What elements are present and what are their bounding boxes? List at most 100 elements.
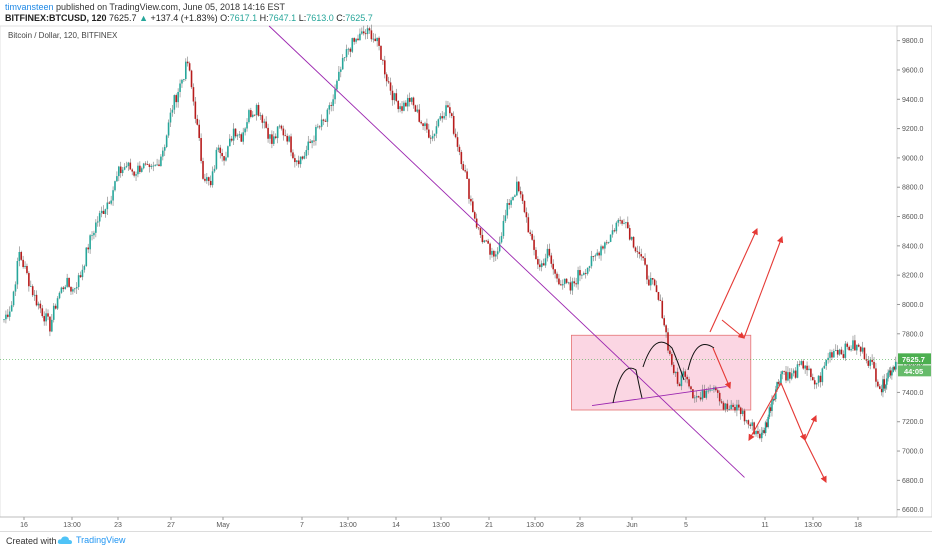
candle-body [598,252,600,256]
candle-body [96,221,99,223]
candle-body [452,115,455,134]
candle-body [473,212,476,219]
candle-body [817,375,820,383]
candle-body [695,396,698,398]
candle-body [211,171,214,186]
candle-body [684,371,687,377]
pattern-arc-3 [687,344,715,371]
candle-body [628,228,631,240]
candle-body [669,350,671,355]
candle-body [726,403,729,410]
candle-body [766,422,768,427]
candle-body [39,303,42,309]
candle-body [215,149,218,169]
candle-body [194,101,197,119]
candle-body [800,361,803,365]
candle-body [472,201,474,213]
candle-body [657,292,660,300]
candle-body [644,258,646,265]
candle-body [357,38,359,41]
candle-body [167,122,170,136]
candle-body [844,343,847,358]
candle-body [753,422,755,435]
candle-body [190,70,193,88]
candle-body [741,410,744,415]
candle-body [426,123,428,130]
candle-body [75,287,78,289]
candle-body [372,38,375,40]
candle-body [583,273,585,275]
candle-body [273,136,275,144]
candle-body [893,366,896,370]
tradingview-brand-link[interactable]: TradingView [57,535,126,545]
candle-body [3,319,5,321]
candle-body [370,30,373,40]
candle-body [810,368,812,378]
candle-body [366,28,369,35]
candle-body [825,360,827,366]
candle-body [621,220,623,224]
candle-body [875,368,877,382]
candle-body [690,386,692,390]
y-tick-label: 8400.0 [902,243,924,250]
candle-body [441,116,444,119]
candle-body [865,359,868,361]
candle-body [284,135,287,137]
candle-body [22,259,24,268]
candle-body [139,165,141,172]
chart-header: timvansteen published on TradingView.com… [0,0,932,26]
candle-body [110,200,112,204]
candle-body [852,340,854,349]
candle-body [888,370,891,373]
candle-body [504,215,507,221]
countdown-tag-label: 44:05 [904,367,923,376]
projection-arrow [748,382,782,441]
candle-body [743,410,746,422]
candle-body [456,137,459,147]
candle-body [508,203,510,205]
candle-body [77,275,80,288]
candle-body [345,49,348,58]
projection-arrow [780,382,806,442]
candle-body [682,371,685,376]
candle-body [709,389,711,391]
author-link[interactable]: timvansteen [5,2,54,12]
candle-body [692,389,694,399]
candle-body [131,169,134,172]
candle-body [54,305,57,309]
candle-body [861,347,864,352]
candle-body [443,116,445,119]
candle-body [112,190,114,201]
candle-body [646,264,648,280]
candle-body [790,373,793,379]
candle-body [353,38,355,42]
x-tick-label: 13:00 [339,522,357,529]
candle-body [763,430,766,433]
candle-body [361,31,363,34]
candle-body [734,407,736,411]
candle-body [121,169,124,174]
price-chart[interactable]: 6600.06800.07000.07200.07400.07600.07800… [0,0,932,531]
candle-body [521,194,524,201]
candle-body [833,350,835,358]
candle-body [343,57,346,59]
candle-body [771,401,773,411]
candle-body [186,61,189,64]
price-axis [896,25,932,518]
candle-body [263,121,266,123]
candle-body [271,134,273,144]
candle-body [602,246,604,249]
x-tick-label: 13:00 [804,522,822,529]
candle-body [485,240,488,242]
candle-body [330,105,333,106]
candle-body [632,236,635,248]
close-value: 7625.7 [345,13,373,23]
candle-body [887,372,889,379]
x-tick-label: 18 [854,522,862,529]
candle-body [699,397,702,400]
candle-body [678,383,681,387]
candle-body [144,163,147,165]
symbol-label[interactable]: BITFINEX:BTCUSD, 120 [5,13,107,23]
candle-body [431,136,434,139]
candle-body [439,116,442,120]
